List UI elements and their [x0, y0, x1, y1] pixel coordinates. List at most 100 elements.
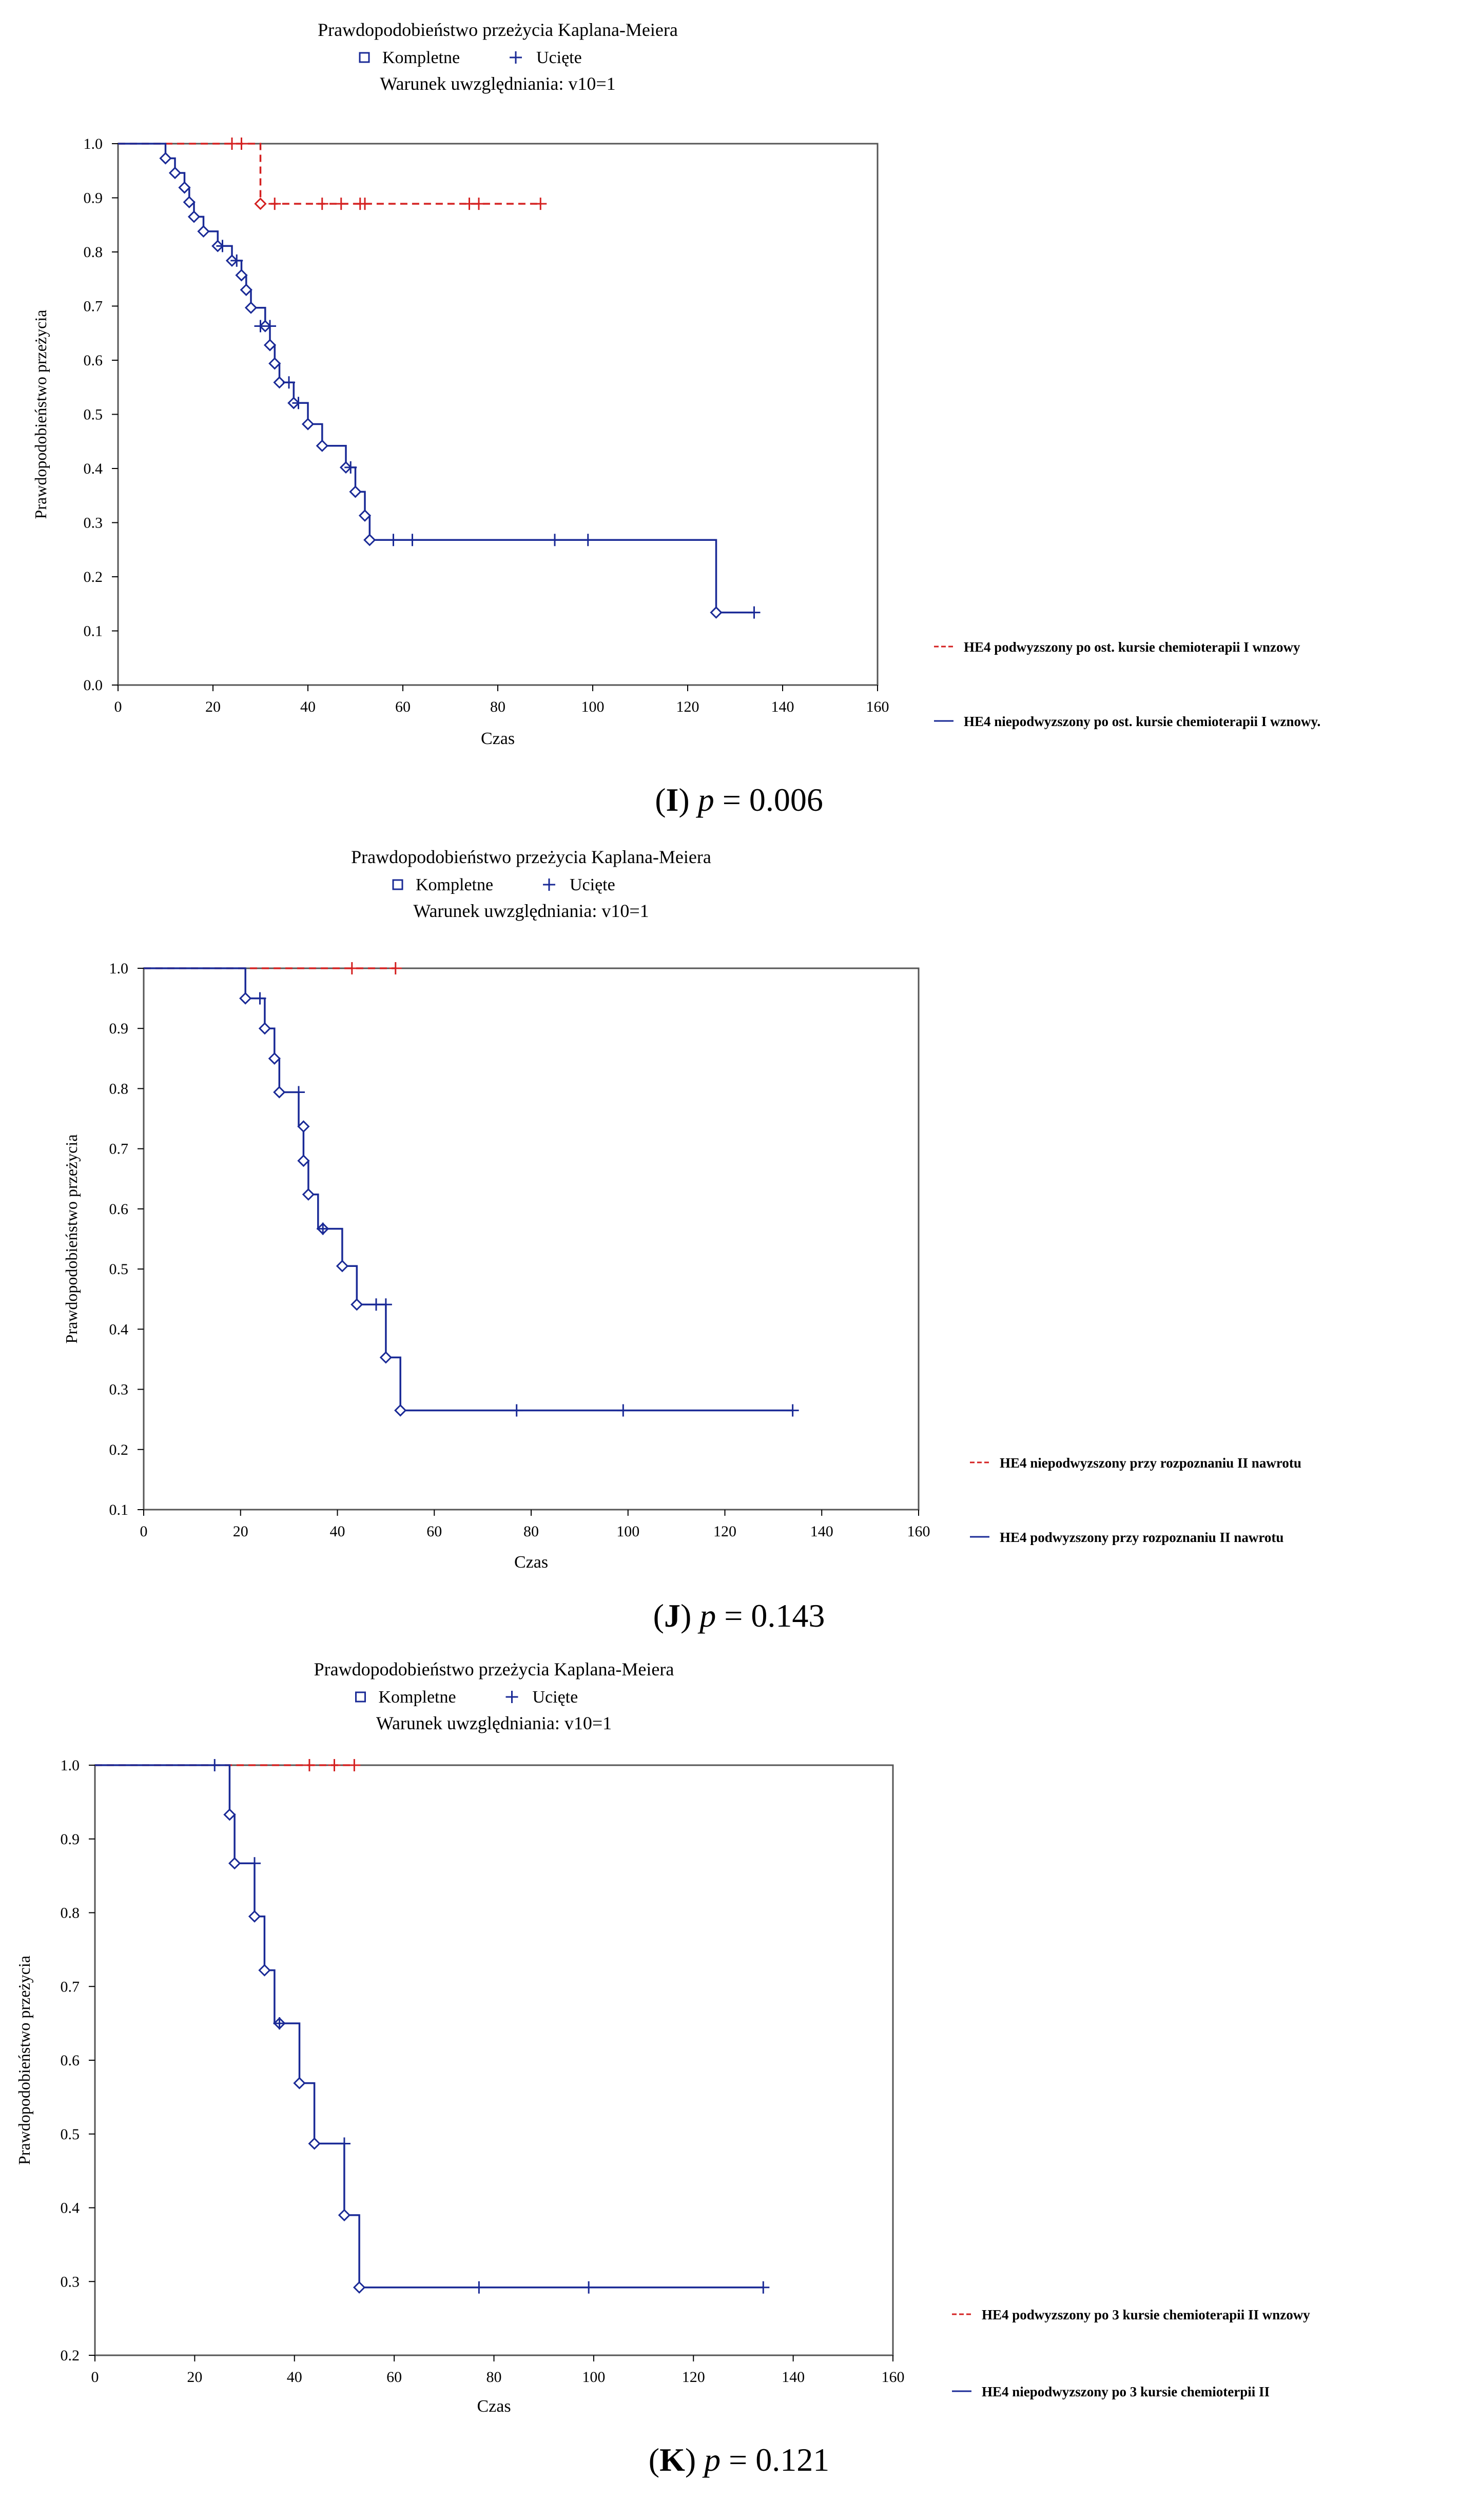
x-axis-label: Czas: [481, 729, 515, 748]
complete-marker-icon: [359, 52, 370, 63]
p-value: 0.006: [749, 782, 823, 818]
censored-point: [534, 198, 547, 210]
censored-point: [264, 320, 276, 333]
complete-marker-icon: [392, 879, 403, 890]
legend-series-label: HE4 niepodwyzszony po 3 kursie chemioter…: [982, 2384, 1270, 2399]
x-tick-label: 140: [810, 1523, 833, 1540]
event-point: [273, 1086, 286, 1099]
censored-point: [216, 240, 229, 252]
series-blue: [118, 143, 761, 619]
censored-marker-icon: [505, 1691, 518, 1703]
y-tick-label: 0.8: [61, 1905, 80, 1922]
event-point: [268, 357, 281, 370]
series-red: [95, 1759, 361, 1771]
event-point: [710, 606, 723, 619]
panel-letter: K: [659, 2441, 685, 2478]
censored-point: [254, 992, 266, 1005]
censored-point: [317, 1222, 329, 1235]
plot-area: [117, 143, 879, 686]
y-tick-label: 0.2: [84, 569, 103, 585]
censored-point: [335, 198, 347, 210]
censored-point: [248, 1857, 261, 1870]
x-tick-label: 40: [287, 2369, 302, 2386]
x-tick-label: 120: [682, 2369, 705, 2386]
x-tick-label: 0: [140, 1523, 148, 1540]
panel-caption: (K) p = 0.121: [649, 2441, 830, 2478]
censored-point: [510, 1404, 523, 1417]
chart-title: Prawdopodobieństwo przeżycia Kaplana-Mei…: [351, 847, 711, 867]
x-axis-label: Czas: [514, 1553, 548, 1572]
event-point: [223, 1808, 236, 1821]
condition-text: Warunek uwzględniania: v10=1: [380, 73, 615, 94]
event-point: [244, 301, 258, 314]
censored-point: [406, 534, 419, 546]
survival-curve: [118, 143, 541, 205]
y-tick-label: 1.0: [61, 1757, 80, 1774]
x-tick-label: 40: [330, 1523, 345, 1540]
y-tick-label: 0.4: [61, 2200, 80, 2217]
x-tick-label: 0: [91, 2369, 99, 2386]
x-tick-label: 100: [581, 698, 605, 715]
x-tick-label: 140: [771, 698, 794, 715]
x-axis: 0 20 40 60 80 100 120 140 160: [114, 685, 889, 715]
y-tick-label: 0.6: [84, 352, 103, 369]
event-point: [168, 166, 182, 180]
series-blue: [144, 967, 799, 1417]
p-value: 0.121: [755, 2441, 829, 2478]
event-point: [235, 269, 248, 282]
censored-point: [549, 534, 561, 546]
y-tick-label: 1.0: [84, 135, 103, 152]
legend-complete-label: Kompletne: [416, 875, 493, 894]
y-tick-label: 0.9: [84, 190, 103, 207]
event-point: [338, 2209, 351, 2221]
legend-censored-label: Ucięte: [536, 48, 582, 67]
event-point: [353, 2281, 366, 2294]
censored-point: [208, 1759, 221, 1771]
censored-point: [303, 1759, 316, 1771]
km-chart-1: Prawdopodobieństwo przeżycia Kaplana-Mei…: [31, 19, 1320, 818]
y-tick-label: 0.5: [84, 406, 103, 423]
censored-point: [379, 1298, 392, 1311]
x-tick-label: 140: [782, 2369, 805, 2386]
event-point: [197, 225, 210, 238]
legend-series-label: HE4 podwyzszony po 3 kursie chemioterapi…: [982, 2307, 1310, 2322]
legend-series-label: HE4 podwyzszony po ost. kursie chemioter…: [964, 639, 1300, 655]
y-tick-label: 0.7: [84, 298, 103, 315]
top-legend: Kompletne Ucięte: [392, 875, 615, 894]
y-tick-label: 0.5: [61, 2126, 80, 2143]
y-tick-label: 0.2: [109, 1441, 129, 1458]
condition-text: Warunek uwzględniania: v10=1: [413, 901, 649, 921]
y-axis-label: Prawdopodobieństwo przeżycia: [15, 1956, 33, 2165]
censored-point: [316, 198, 328, 210]
censored-point: [389, 962, 402, 974]
y-tick-label: 0.9: [109, 1020, 129, 1037]
censored-point: [617, 1404, 630, 1417]
complete-marker-icon: [355, 1691, 366, 1703]
event-point: [178, 181, 191, 194]
event-point: [394, 1404, 407, 1417]
y-tick-label: 0.4: [84, 460, 103, 477]
event-point: [254, 197, 267, 210]
event-point: [239, 992, 252, 1005]
censored-point: [235, 138, 248, 150]
event-point: [263, 339, 277, 351]
legend-complete-label: Kompletne: [382, 48, 460, 67]
plot-area: [94, 1764, 894, 2356]
y-tick-label: 0.3: [84, 515, 103, 532]
chart-title: Prawdopodobieństwo przeżycia Kaplana-Mei…: [318, 19, 678, 40]
x-tick-label: 0: [114, 698, 122, 715]
km-chart-2: Prawdopodobieństwo przeżycia Kaplana-Mei…: [62, 847, 1301, 1634]
event-point: [228, 1857, 241, 1870]
y-tick-label: 1.0: [109, 960, 129, 977]
censored-point: [283, 376, 295, 389]
x-axis-label: Czas: [477, 2397, 511, 2416]
chart-title: Prawdopodobieństwo przeżycia Kaplana-Mei…: [314, 1659, 674, 1679]
censored-point: [387, 534, 400, 546]
event-point: [248, 1910, 261, 1923]
censored-point: [328, 1759, 341, 1771]
plot-area: [143, 967, 920, 1511]
legend-censored-label: Ucięte: [533, 1688, 578, 1707]
y-tick-label: 0.7: [61, 1978, 80, 1995]
censored-point: [230, 254, 243, 267]
